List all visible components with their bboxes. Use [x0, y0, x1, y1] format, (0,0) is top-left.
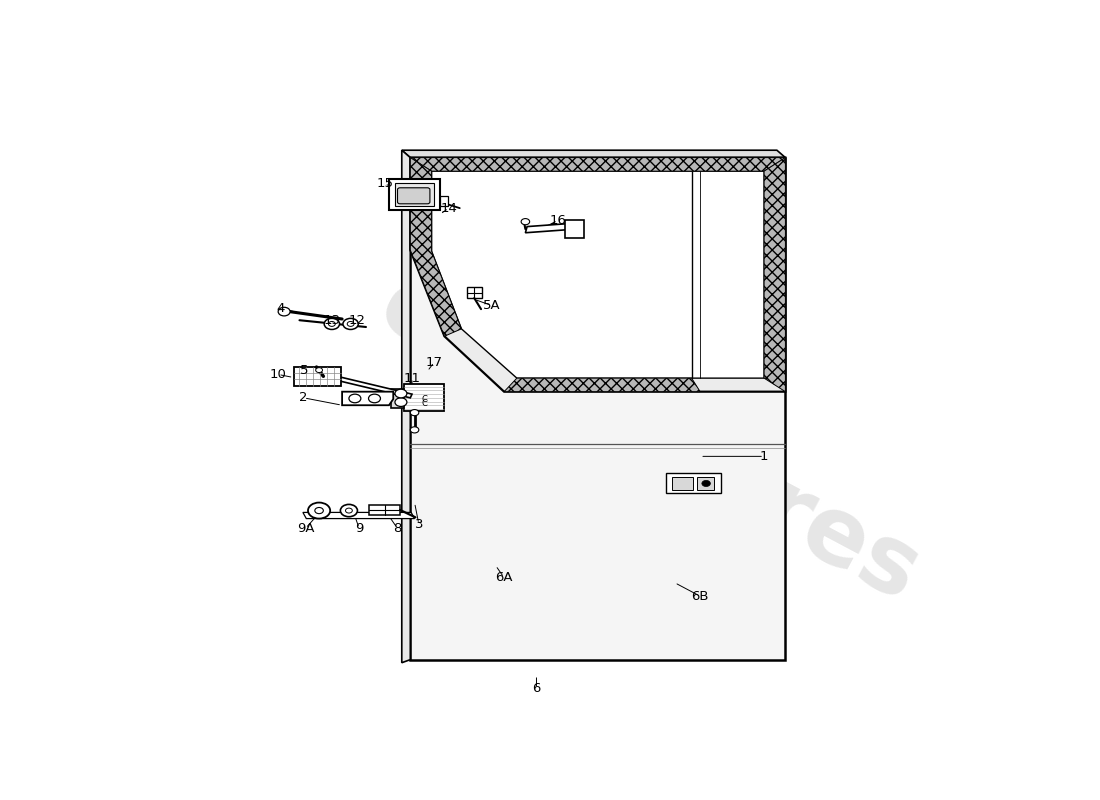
Text: 14: 14 [440, 202, 458, 214]
Text: 10: 10 [270, 368, 287, 381]
Text: 6A: 6A [495, 571, 513, 584]
Circle shape [329, 322, 336, 326]
Polygon shape [764, 158, 785, 392]
Text: 4: 4 [276, 302, 285, 315]
FancyBboxPatch shape [397, 188, 430, 204]
Polygon shape [302, 513, 415, 518]
Text: 5A: 5A [483, 299, 500, 312]
Polygon shape [326, 374, 412, 398]
Bar [696, 477, 714, 490]
Polygon shape [402, 150, 785, 158]
Polygon shape [405, 384, 444, 411]
Bar [440, 196, 448, 206]
Circle shape [702, 480, 711, 486]
Circle shape [395, 398, 407, 406]
Polygon shape [526, 223, 570, 233]
Circle shape [348, 322, 354, 326]
Circle shape [278, 307, 290, 316]
Text: 9: 9 [355, 522, 363, 535]
Text: 6: 6 [532, 682, 541, 695]
Bar [294, 367, 341, 386]
Text: a passion for parts since 1985: a passion for parts since 1985 [472, 450, 741, 605]
Polygon shape [342, 392, 394, 406]
Circle shape [521, 218, 530, 225]
FancyBboxPatch shape [370, 505, 400, 515]
Text: 13: 13 [323, 314, 340, 327]
Circle shape [316, 368, 322, 373]
Text: 5: 5 [299, 364, 308, 377]
Polygon shape [410, 158, 785, 660]
Polygon shape [402, 150, 410, 662]
Polygon shape [390, 389, 410, 408]
Circle shape [315, 507, 323, 514]
Circle shape [324, 318, 340, 330]
Circle shape [368, 394, 381, 402]
Text: 15: 15 [376, 177, 393, 190]
Text: C: C [422, 399, 428, 408]
Text: 6B: 6B [692, 590, 708, 602]
Circle shape [410, 426, 419, 433]
Circle shape [343, 318, 359, 330]
Polygon shape [504, 378, 700, 392]
Text: 9A: 9A [297, 522, 315, 535]
Text: 11: 11 [404, 372, 420, 385]
Bar [389, 179, 440, 210]
Polygon shape [431, 171, 764, 378]
Polygon shape [410, 158, 462, 336]
Circle shape [308, 502, 330, 518]
Text: 17: 17 [426, 356, 442, 369]
Text: 16: 16 [549, 214, 566, 227]
Bar [666, 473, 722, 494]
Text: eurospares: eurospares [364, 260, 934, 622]
Text: 3: 3 [415, 518, 424, 530]
Text: 12: 12 [349, 314, 366, 327]
Text: C: C [422, 395, 428, 404]
Circle shape [340, 505, 358, 517]
Circle shape [349, 394, 361, 402]
Text: 2: 2 [299, 391, 308, 404]
Bar [672, 477, 693, 490]
Polygon shape [410, 158, 785, 392]
Circle shape [410, 410, 419, 416]
Bar [395, 183, 434, 206]
Text: 1: 1 [760, 450, 768, 463]
Text: 8: 8 [394, 522, 402, 535]
Circle shape [345, 508, 352, 513]
Bar [565, 221, 584, 238]
Circle shape [395, 390, 407, 398]
Polygon shape [410, 158, 785, 171]
FancyBboxPatch shape [466, 287, 482, 298]
